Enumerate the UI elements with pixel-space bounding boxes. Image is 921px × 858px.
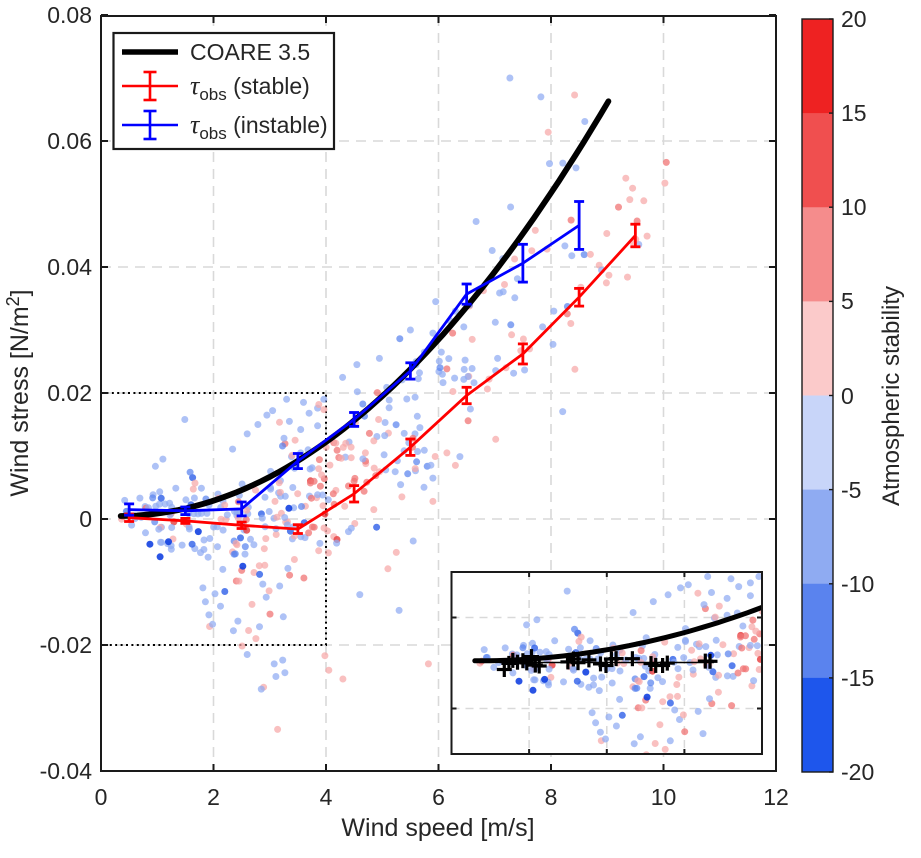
svg-text:-10: -10: [841, 571, 874, 597]
svg-text:5: 5: [841, 288, 854, 314]
svg-text:20: 20: [841, 6, 867, 32]
svg-text:-20: -20: [841, 759, 874, 785]
svg-text:0: 0: [841, 383, 854, 409]
svg-text:-0.02: -0.02: [40, 632, 92, 658]
svg-text:10: 10: [651, 784, 677, 810]
svg-text:0.06: 0.06: [47, 128, 92, 154]
svg-text:0.04: 0.04: [47, 254, 92, 280]
svg-text:10: 10: [841, 194, 867, 220]
svg-text:4: 4: [320, 784, 333, 810]
svg-text:COARE 3.5: COARE 3.5: [190, 39, 310, 65]
svg-text:15: 15: [841, 100, 867, 126]
svg-text:0: 0: [95, 784, 108, 810]
svg-text:τobs (stable): τobs (stable): [190, 71, 310, 104]
svg-text:Wind stress [N/m2]: Wind stress [N/m2]: [3, 289, 34, 496]
svg-text:0.08: 0.08: [47, 2, 92, 28]
svg-text:Atmospheric stability: Atmospheric stability: [878, 286, 905, 506]
svg-text:-15: -15: [841, 665, 874, 691]
svg-text:6: 6: [432, 784, 445, 810]
svg-text:2: 2: [207, 784, 220, 810]
svg-text:-0.04: -0.04: [40, 758, 93, 784]
svg-text:Wind speed [m/s]: Wind speed [m/s]: [341, 814, 534, 842]
svg-text:12: 12: [763, 784, 789, 810]
svg-text:8: 8: [545, 784, 558, 810]
svg-text:0: 0: [79, 506, 92, 532]
svg-text:τobs (instable): τobs (instable): [190, 110, 328, 143]
svg-text:-5: -5: [841, 477, 861, 503]
svg-text:0.02: 0.02: [47, 380, 92, 406]
